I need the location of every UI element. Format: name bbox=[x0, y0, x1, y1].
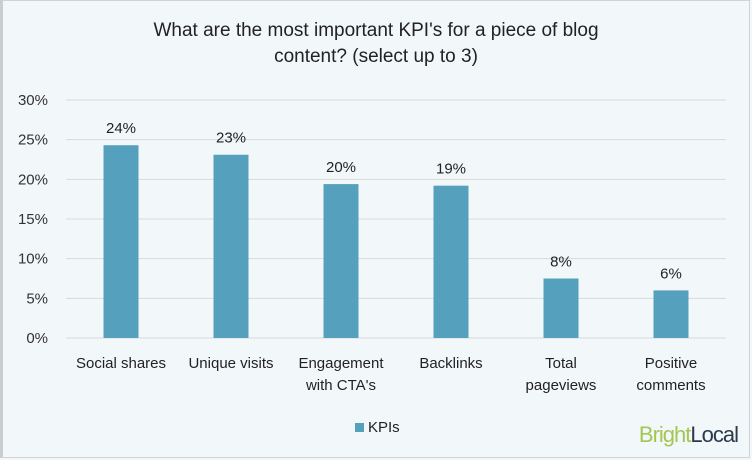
data-label: 20% bbox=[326, 159, 356, 176]
bar bbox=[323, 184, 359, 338]
title-line-1: What are the most important KPI's for a … bbox=[153, 20, 599, 41]
x-tick-label: pageviews bbox=[526, 377, 597, 394]
data-label: 24% bbox=[106, 120, 136, 137]
legend-swatch bbox=[355, 423, 364, 432]
data-label: 19% bbox=[436, 161, 466, 178]
bar bbox=[543, 278, 579, 338]
data-label: 23% bbox=[216, 130, 246, 147]
chart-title: What are the most important KPI's for a … bbox=[0, 18, 752, 70]
x-tick-label: Unique visits bbox=[188, 355, 273, 372]
x-tick-label: Total bbox=[545, 355, 577, 372]
y-tick-label: 5% bbox=[26, 290, 48, 307]
legend-label: KPIs bbox=[368, 419, 400, 436]
y-tick-label: 30% bbox=[18, 92, 48, 109]
bar bbox=[653, 290, 689, 338]
x-tick-label: Engagement bbox=[298, 355, 384, 372]
x-tick-label: Backlinks bbox=[419, 355, 482, 372]
x-tick-label: with CTA's bbox=[305, 377, 376, 394]
title-line-2: content? (select up to 3) bbox=[274, 46, 478, 67]
x-tick-label: comments bbox=[636, 377, 705, 394]
bar bbox=[103, 145, 139, 338]
y-tick-label: 20% bbox=[18, 171, 48, 188]
bar bbox=[433, 185, 469, 338]
y-tick-label: 10% bbox=[18, 251, 48, 268]
y-tick-label: 15% bbox=[18, 211, 48, 228]
x-tick-label: Social shares bbox=[76, 355, 166, 372]
y-tick-label: 25% bbox=[18, 132, 48, 149]
brightlocal-logo: BrightLocal bbox=[638, 422, 739, 447]
y-tick-label: 0% bbox=[26, 330, 48, 347]
data-label: 8% bbox=[550, 254, 572, 271]
data-label: 6% bbox=[660, 265, 682, 282]
bar bbox=[213, 154, 249, 338]
x-tick-label: Positive bbox=[645, 355, 698, 372]
